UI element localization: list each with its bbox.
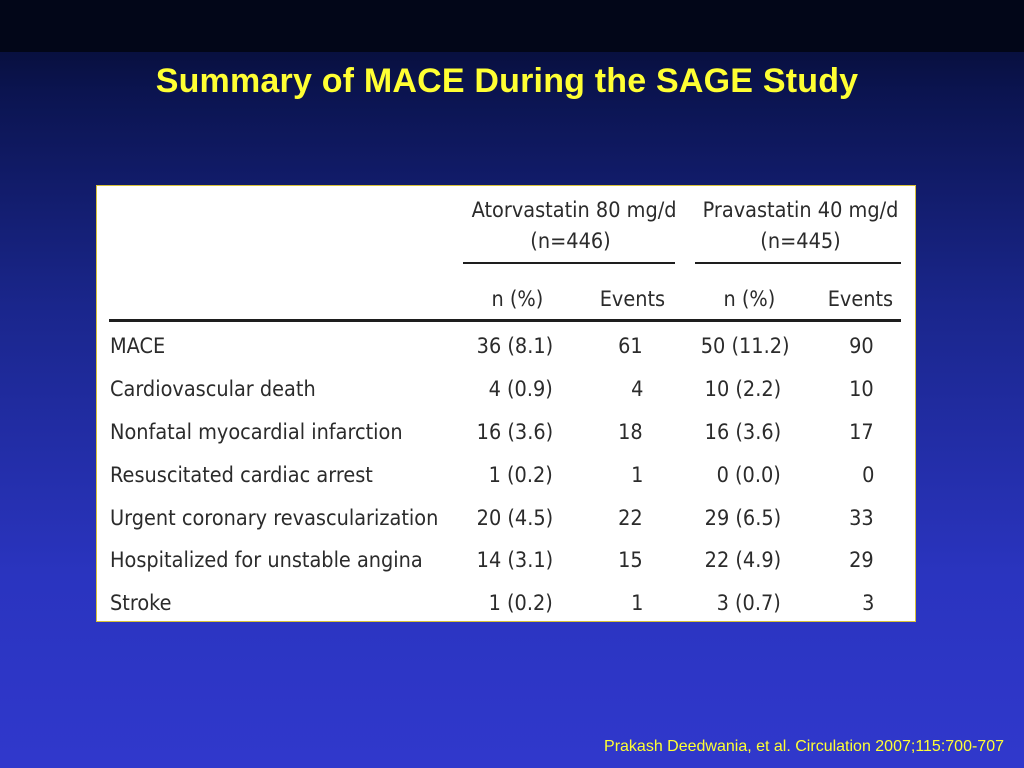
pravastatin-events-value: 17 [849,420,874,444]
pravastatin-n-value: 22 (4.9) [704,548,781,572]
row-label: Stroke [110,591,172,615]
row-label: Nonfatal myocardial infarction [110,420,403,444]
atorvastatin-n-value: 1 (0.2) [488,463,553,487]
pravastatin-n-value: 50 (11.2) [701,334,790,358]
atorvastatin-events-value: 4 [630,377,643,401]
subheader-atorvastatin-events: Events [599,287,665,311]
group-underline-pravastatin [695,262,901,264]
row-label: Hospitalized for unstable angina [110,548,423,572]
pravastatin-events-value: 3 [861,591,874,615]
atorvastatin-n-value: 16 (3.6) [476,420,553,444]
atorvastatin-events-value: 61 [618,334,643,358]
group-n-pravastatin: (n=445) [760,229,841,253]
row-label: Urgent coronary revascularization [110,506,439,530]
results-table-frame: Atorvastatin 80 mg/d (n=446) Pravastatin… [96,185,916,622]
pravastatin-n-value: 29 (6.5) [704,506,781,530]
row-label: MACE [110,334,166,358]
top-band [0,0,1024,52]
pravastatin-events-value: 0 [861,463,874,487]
subheader-pravastatin-events: Events [827,287,893,311]
pravastatin-n-value: 3 (0.7) [716,591,781,615]
group-header-atorvastatin: Atorvastatin 80 mg/d [471,198,677,222]
atorvastatin-events-value: 1 [630,591,643,615]
group-n-atorvastatin: (n=446) [530,229,611,253]
pravastatin-n-value: 10 (2.2) [704,377,781,401]
atorvastatin-n-value: 4 (0.9) [488,377,553,401]
atorvastatin-n-value: 14 (3.1) [476,548,553,572]
pravastatin-events-value: 10 [849,377,874,401]
group-header-pravastatin: Pravastatin 40 mg/d [702,198,899,222]
atorvastatin-events-value: 22 [618,506,643,530]
row-label: Resuscitated cardiac arrest [110,463,373,487]
pravastatin-n-value: 0 (0.0) [716,463,781,487]
pravastatin-events-value: 90 [849,334,874,358]
atorvastatin-n-value: 20 (4.5) [476,506,553,530]
pravastatin-n-value: 16 (3.6) [704,420,781,444]
subheader-pravastatin-n: n (%) [723,287,775,311]
atorvastatin-events-value: 18 [618,420,643,444]
atorvastatin-events-value: 1 [630,463,643,487]
atorvastatin-n-value: 36 (8.1) [476,334,553,358]
header-rule [109,319,901,322]
atorvastatin-events-value: 15 [618,548,643,572]
pravastatin-events-value: 33 [849,506,874,530]
citation: Prakash Deedwania, et al. Circulation 20… [604,738,1004,755]
row-label: Cardiovascular death [110,377,316,401]
slide-title: Summary of MACE During the SAGE Study [155,62,859,100]
group-underline-atorvastatin [463,262,675,264]
atorvastatin-n-value: 1 (0.2) [488,591,553,615]
results-table: Atorvastatin 80 mg/d (n=446) Pravastatin… [97,186,915,621]
subheader-atorvastatin-n: n (%) [491,287,543,311]
pravastatin-events-value: 29 [849,548,874,572]
